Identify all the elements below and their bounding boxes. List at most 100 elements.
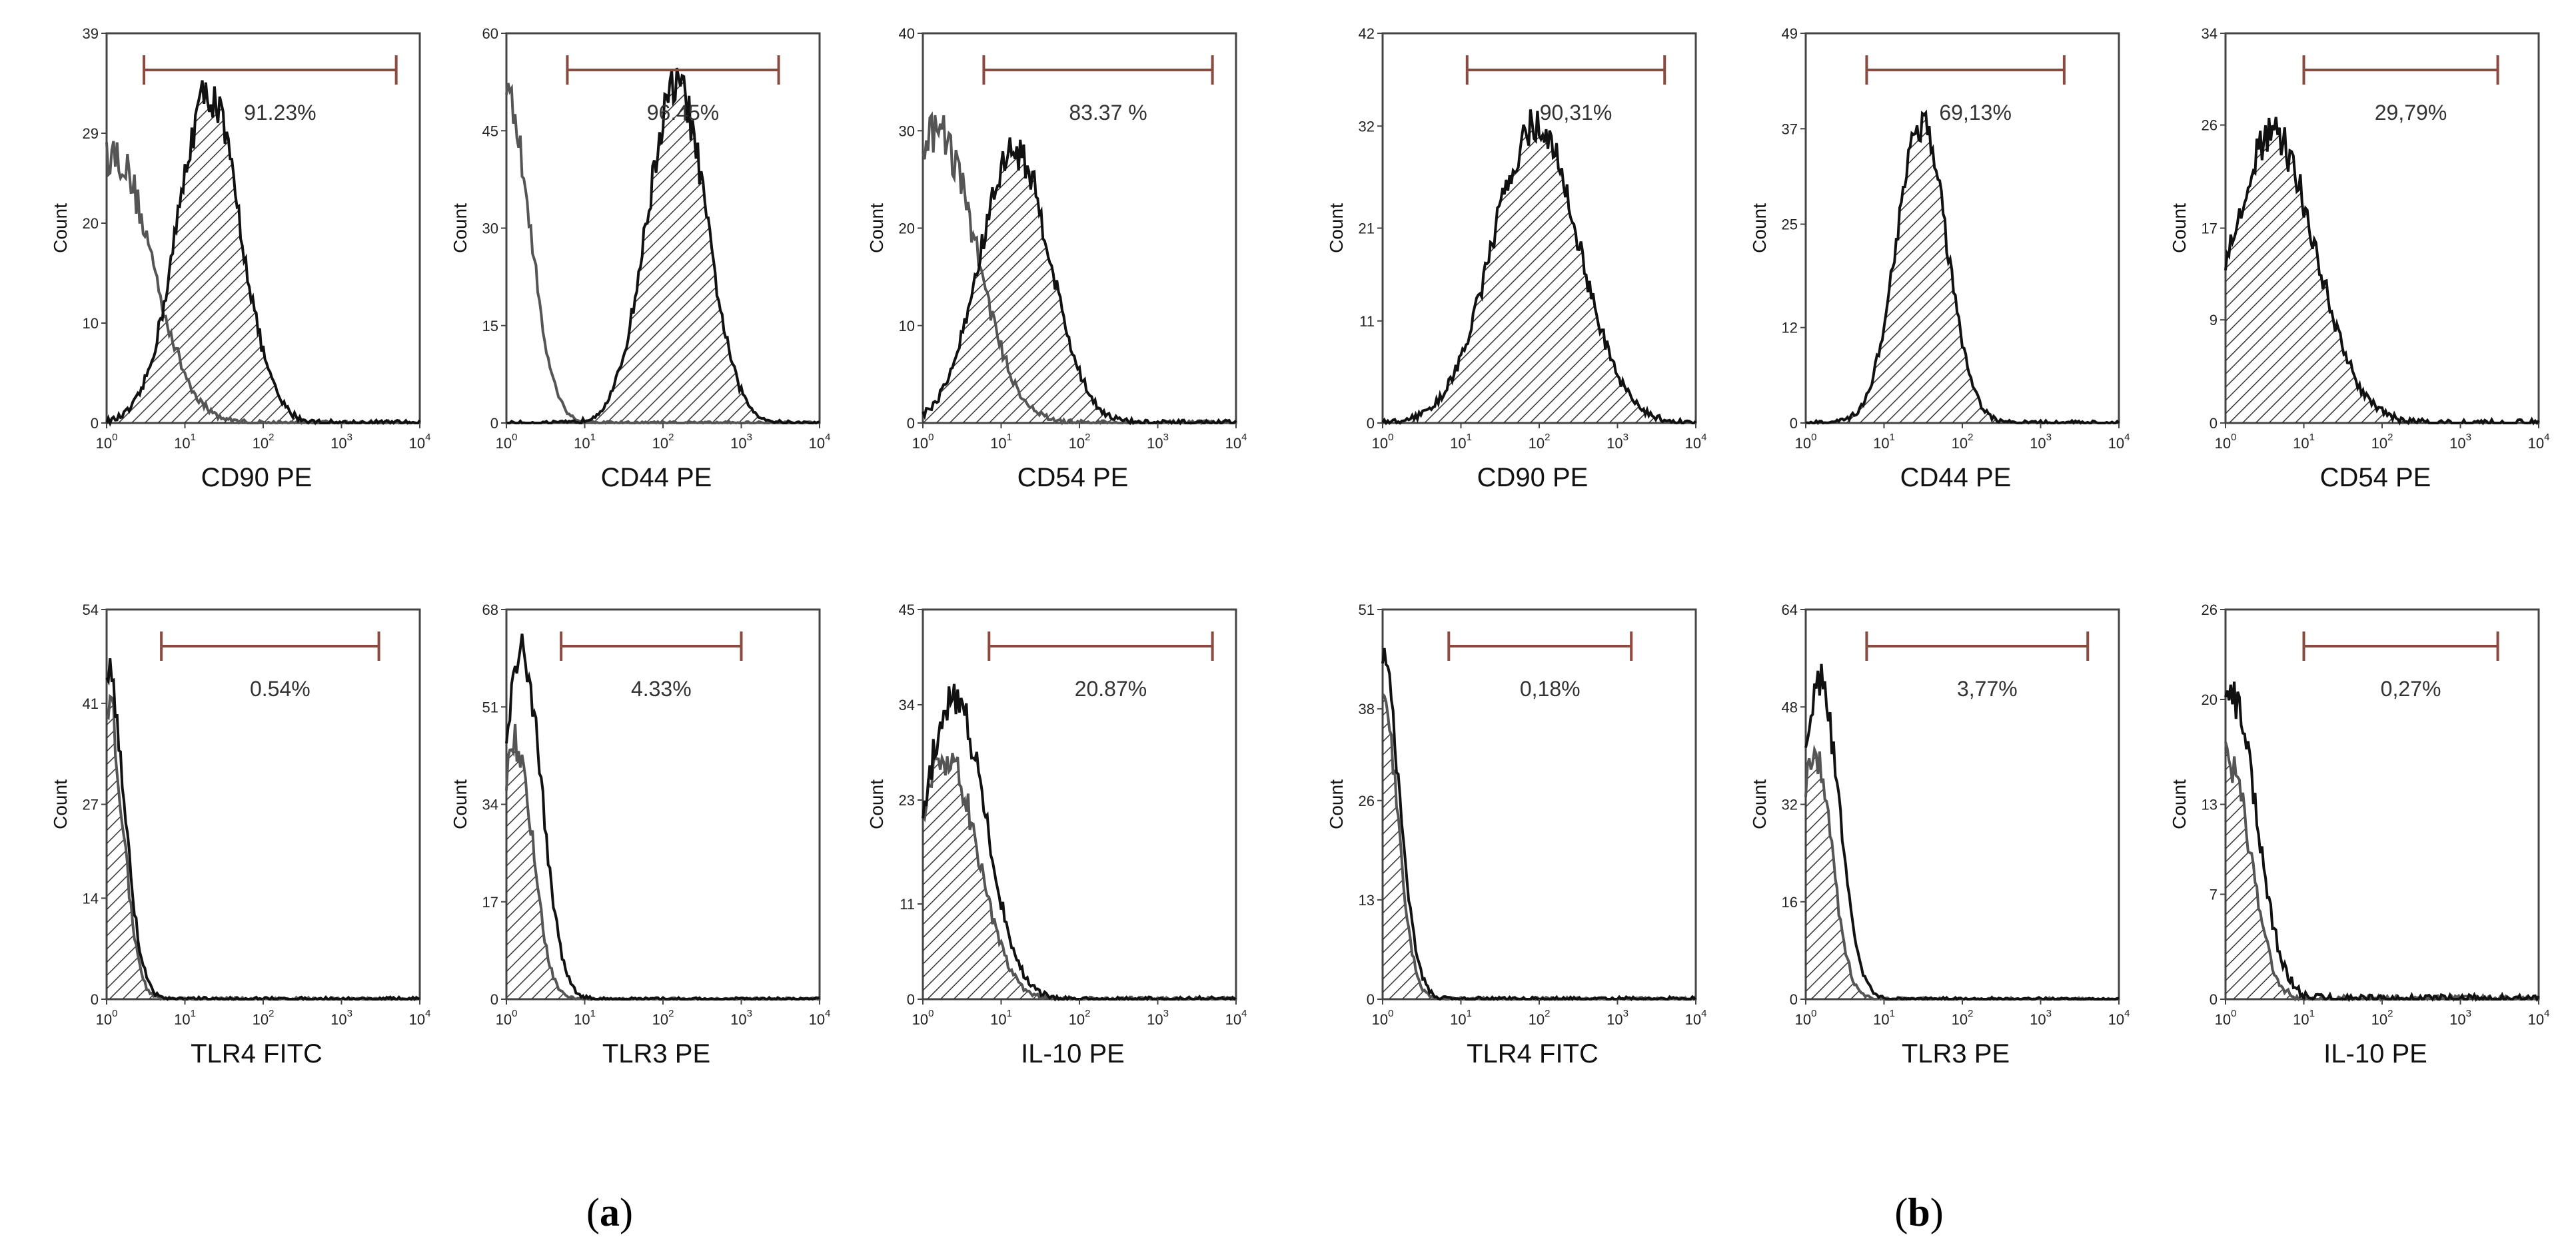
x-tick-label: 100 — [496, 432, 518, 452]
x-axis-label: TLR3 PE — [602, 1039, 710, 1068]
y-axis-label: Count — [450, 203, 470, 253]
x-axis-label: TLR4 FITC — [191, 1039, 322, 1068]
panel-labels: (a) (b) — [586, 1190, 1944, 1234]
gate-percentage-label: 29,79% — [2375, 101, 2447, 125]
y-tick-label: 34 — [2202, 25, 2218, 42]
y-tick-label: 29 — [83, 125, 99, 142]
x-tick-label: 102 — [1952, 1008, 1974, 1028]
y-tick-label: 0 — [907, 991, 915, 1008]
plot-frame — [105, 608, 421, 1001]
y-axis-label: Count — [1749, 779, 1770, 829]
gate-percentage-label: 96.45% — [647, 101, 720, 125]
x-tick-label: 100 — [96, 1008, 118, 1028]
x-tick-label: 102 — [1069, 432, 1091, 452]
histogram-plot: 0 7 13 20 26 100 101 102 103 104 Count IL-10 PE 0,27… — [2169, 602, 2549, 1068]
panel-label-a: (a) — [586, 1190, 633, 1234]
y-tick-label: 26 — [2202, 602, 2218, 618]
y-tick-label: 48 — [1782, 699, 1798, 715]
x-tick-label: 103 — [2030, 432, 2052, 452]
isotype-control-line — [1804, 744, 2119, 1001]
histogram-plot: 0 11 23 34 45 100 101 102 103 104 Count IL-10 PE 20.… — [866, 602, 1247, 1068]
y-tick-label: 0 — [1367, 415, 1375, 432]
y-tick-label: 34 — [899, 697, 915, 713]
x-tick-label: 103 — [2449, 432, 2471, 452]
x-axis-label: CD54 PE — [1017, 463, 1129, 492]
x-tick-label: 104 — [2108, 432, 2130, 452]
sample-line — [2224, 681, 2540, 1003]
y-tick-label: 45 — [899, 602, 915, 618]
panel-label-b: (b) — [1894, 1190, 1943, 1234]
y-tick-label: 13 — [1359, 892, 1375, 909]
x-tick-label: 104 — [809, 1008, 831, 1028]
y-tick-label: 0 — [2210, 991, 2218, 1008]
y-tick-label: 60 — [482, 25, 498, 42]
x-tick-label: 103 — [330, 432, 352, 452]
y-axis-label: Count — [2169, 203, 2190, 253]
y-tick-label: 45 — [482, 123, 498, 139]
x-tick-label: 103 — [730, 1008, 752, 1028]
x-tick-label: 104 — [1685, 432, 1707, 452]
hatched-area — [1383, 109, 1696, 424]
plot-frame — [505, 608, 821, 1001]
x-tick-label: 101 — [1450, 1008, 1472, 1028]
y-tick-label: 17 — [482, 894, 498, 911]
x-axis-label: CD44 PE — [1900, 463, 2012, 492]
y-tick-label: 11 — [900, 896, 915, 913]
x-tick-label: 101 — [174, 1008, 196, 1028]
x-tick-label: 101 — [574, 432, 596, 452]
x-tick-label: 100 — [96, 432, 118, 452]
x-tick-label: 104 — [2528, 432, 2550, 452]
hatched-area — [506, 68, 820, 423]
x-tick-label: 100 — [1795, 432, 1817, 452]
y-tick-label: 12 — [1782, 320, 1798, 336]
x-tick-label: 101 — [1873, 1008, 1895, 1028]
x-tick-label: 104 — [2108, 1008, 2130, 1028]
isotype-control-line — [505, 723, 820, 1001]
histogram-plot: 0 9 17 26 34 100 101 102 103 104 Count CD54 PE 29,79… — [2169, 25, 2549, 492]
hatched-area — [2226, 117, 2539, 423]
x-tick-label: 103 — [1607, 1008, 1628, 1028]
y-tick-label: 26 — [2202, 117, 2218, 134]
y-axis-label: Count — [2169, 779, 2190, 829]
x-tick-label: 101 — [990, 1008, 1012, 1028]
x-tick-label: 103 — [1607, 432, 1628, 452]
y-axis-label: Count — [866, 779, 887, 829]
x-tick-label: 100 — [912, 1008, 934, 1028]
plot-frame — [1381, 608, 1697, 1001]
x-tick-label: 101 — [990, 432, 1012, 452]
x-axis-label: CD44 PE — [601, 463, 712, 492]
x-tick-label: 100 — [2215, 1008, 2237, 1028]
isotype-control-line — [505, 83, 820, 425]
x-tick-label: 104 — [1225, 1008, 1247, 1028]
x-tick-label: 101 — [1873, 432, 1895, 452]
y-tick-label: 54 — [83, 602, 99, 618]
sample-line — [105, 80, 421, 427]
y-tick-label: 0 — [1367, 991, 1375, 1008]
x-axis-label: TLR4 FITC — [1467, 1039, 1599, 1068]
hatched-area — [923, 137, 1236, 423]
y-tick-label: 16 — [1782, 894, 1798, 911]
y-tick-label: 26 — [1359, 793, 1375, 809]
y-tick-label: 40 — [899, 25, 915, 42]
y-tick-label: 0 — [490, 415, 498, 432]
y-tick-label: 14 — [83, 890, 99, 907]
x-tick-label: 100 — [496, 1008, 518, 1028]
y-tick-label: 68 — [482, 602, 498, 618]
y-tick-label: 20 — [899, 220, 915, 237]
x-tick-label: 101 — [1450, 432, 1472, 452]
sample-line — [922, 137, 1237, 426]
x-tick-label: 102 — [253, 1008, 275, 1028]
plot-frame — [2224, 608, 2540, 1001]
x-tick-label: 100 — [1795, 1008, 1817, 1028]
x-tick-label: 102 — [652, 1008, 674, 1028]
histogram-plot: 0 11 21 32 42 100 101 102 103 104 Count CD90 PE 90,3… — [1326, 25, 1706, 492]
gate-percentage-label: 3,77% — [1957, 677, 2018, 701]
y-axis-label: Count — [50, 203, 71, 253]
gate-percentage-label: 0,27% — [2381, 677, 2441, 701]
x-tick-label: 104 — [409, 432, 431, 452]
isotype-control-line — [1381, 693, 1697, 1001]
x-axis-label: IL-10 PE — [1021, 1039, 1125, 1068]
y-tick-label: 17 — [2202, 220, 2218, 237]
y-tick-label: 0 — [2210, 415, 2218, 432]
